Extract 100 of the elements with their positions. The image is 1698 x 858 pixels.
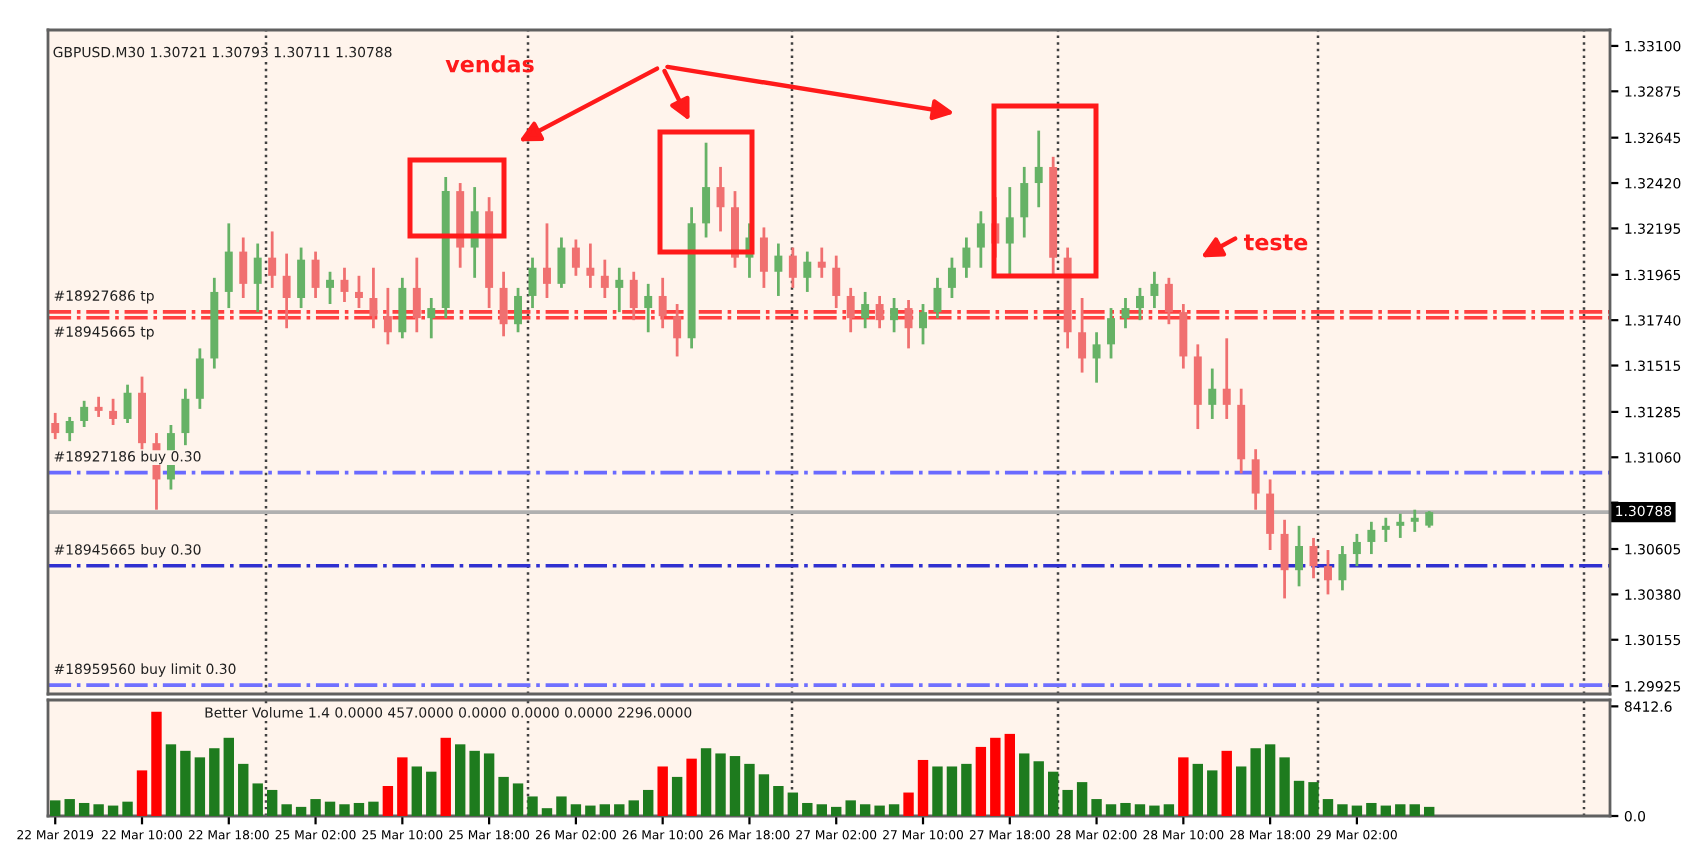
bar	[1221, 750, 1232, 816]
candlestick	[1367, 520, 1376, 556]
bar	[310, 799, 321, 816]
bar	[252, 783, 263, 816]
candlestick	[1208, 367, 1217, 421]
candlestick	[282, 252, 291, 330]
bar	[628, 800, 639, 816]
candlestick	[1092, 330, 1101, 385]
candlestick	[947, 256, 956, 300]
candlestick	[1266, 478, 1275, 552]
annotation: vendas	[445, 55, 534, 73]
bar	[845, 800, 856, 816]
bar	[1322, 799, 1334, 816]
bar	[397, 757, 408, 816]
bar	[194, 757, 206, 816]
bar	[1351, 805, 1363, 816]
bar	[585, 805, 596, 816]
bar	[570, 804, 582, 816]
candlestick	[1410, 508, 1419, 534]
candlestick	[297, 246, 306, 310]
bar	[787, 792, 799, 816]
candlestick	[1352, 532, 1361, 568]
candlestick	[499, 270, 508, 338]
candlestick	[904, 298, 913, 350]
bar	[339, 804, 350, 816]
bar	[802, 802, 813, 816]
bar	[874, 805, 885, 816]
bar	[816, 804, 827, 816]
bar	[107, 805, 119, 816]
candlestick	[774, 242, 783, 298]
bar	[1366, 802, 1377, 816]
candlestick	[195, 347, 204, 411]
bar	[382, 786, 394, 816]
candlestick	[976, 209, 985, 270]
candlestick	[875, 294, 884, 330]
bar	[368, 801, 379, 816]
bar	[1409, 804, 1420, 816]
candlestick	[658, 276, 667, 330]
candlestick	[427, 296, 436, 340]
bar	[266, 789, 278, 816]
bar	[1105, 804, 1117, 816]
bar	[324, 801, 336, 816]
bar	[1149, 805, 1160, 816]
bar	[1192, 763, 1204, 816]
candlestick	[253, 242, 262, 314]
bar	[1293, 780, 1305, 816]
bar	[1380, 805, 1392, 816]
candlestick	[224, 221, 233, 310]
bar	[773, 786, 784, 816]
bar	[1207, 770, 1218, 816]
candlestick	[1251, 447, 1260, 512]
candlestick	[1295, 524, 1304, 588]
bar	[1019, 753, 1030, 816]
bar	[1047, 771, 1059, 816]
candlestick	[109, 397, 118, 427]
candlestick	[311, 250, 320, 300]
candlestick	[817, 246, 826, 280]
candlestick	[1280, 518, 1289, 600]
candlestick	[861, 290, 870, 330]
candlestick	[1034, 129, 1043, 209]
candlestick	[571, 238, 580, 278]
bar	[1308, 782, 1319, 816]
candlestick	[1078, 296, 1087, 374]
bar	[223, 737, 234, 816]
bar	[1120, 802, 1131, 816]
bar	[1091, 799, 1102, 816]
bar	[440, 737, 451, 816]
bar	[1337, 804, 1348, 816]
bar	[686, 758, 697, 816]
bar	[209, 748, 220, 816]
bar	[151, 711, 162, 816]
candlestick	[557, 236, 566, 290]
bar	[1004, 733, 1015, 816]
bar	[238, 763, 249, 816]
bar	[1424, 806, 1435, 816]
candlestick	[629, 270, 638, 322]
bar	[411, 766, 423, 816]
candlestick	[890, 296, 899, 334]
candlestick	[239, 236, 248, 300]
candlestick	[600, 258, 609, 300]
candlestick	[123, 383, 132, 425]
bar	[990, 737, 1001, 816]
bar	[512, 783, 524, 816]
bar	[1178, 757, 1189, 816]
bar	[1250, 748, 1261, 816]
candlestick	[412, 256, 421, 334]
bar	[946, 766, 958, 816]
bar	[961, 763, 972, 816]
bar	[614, 804, 625, 816]
candlestick	[803, 250, 812, 294]
bar	[498, 776, 509, 816]
candlestick	[716, 165, 725, 233]
candlestick	[644, 282, 653, 334]
candlestick	[354, 274, 363, 310]
candlestick	[1107, 306, 1116, 360]
bar	[729, 756, 741, 816]
bar	[744, 763, 755, 816]
bar	[1134, 804, 1146, 816]
bar	[671, 776, 683, 816]
candlestick	[542, 221, 551, 300]
